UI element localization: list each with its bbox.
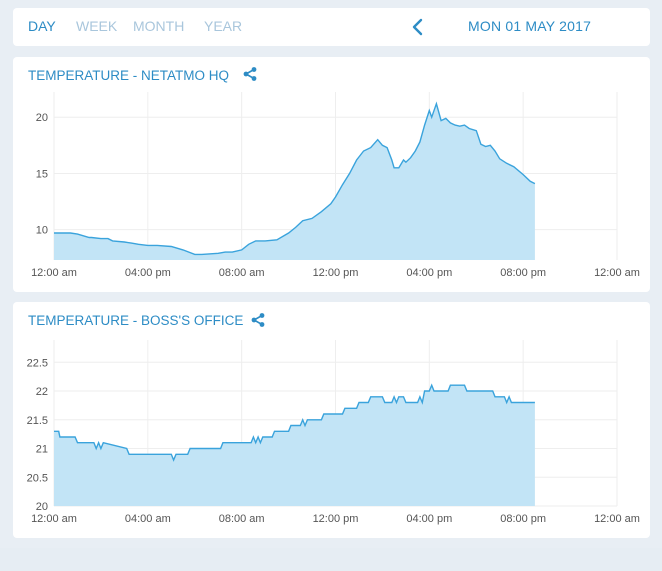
tab-day[interactable]: DAY	[28, 18, 56, 34]
y-tick-label: 22	[36, 386, 48, 398]
temperature-chart: 20 20.5 21 21.5 22 22.5 12:00 am 04:00 am 08:00 …	[27, 340, 640, 525]
temperature-chart: 10 15 20 12:00 am 04:00 pm 08:00 am 12:00 pm 04…	[31, 92, 640, 279]
chart-title: TEMPERATURE - BOSS'S OFFICE	[28, 313, 244, 328]
tab-week[interactable]: WEEK	[76, 18, 118, 34]
tab-year[interactable]: YEAR	[204, 18, 243, 34]
y-tick-label: 20	[36, 501, 48, 513]
temperature-line	[54, 101, 536, 256]
x-tick-label: 12:00 am	[594, 513, 640, 525]
share-icon	[251, 313, 265, 327]
y-tick-label: 21	[36, 444, 48, 456]
temperature-area	[54, 385, 535, 506]
share-icon	[243, 67, 257, 81]
chart-card-netatmo-hq: TEMPERATURE - NETATMO HQ 10 15 20 12:00 am 0…	[13, 57, 650, 292]
x-tick-label: 04:00 pm	[406, 267, 452, 279]
temperature-area	[54, 103, 535, 260]
share-button[interactable]	[251, 313, 265, 327]
chart-card-boss-office: TEMPERATURE - BOSS'S OFFICE 20 20.5 21 21.5…	[13, 302, 650, 538]
x-tick-label: 08:00 am	[219, 513, 265, 525]
x-tick-label: 12:00 am	[594, 267, 640, 279]
y-tick-label: 20	[36, 112, 48, 124]
footer-bar	[0, 548, 662, 571]
x-tick-label: 12:00 am	[31, 513, 77, 525]
x-tick-label: 04:00 am	[125, 513, 171, 525]
y-tick-label: 15	[36, 168, 48, 180]
current-date: MON 01 MAY 2017	[468, 18, 592, 34]
x-tick-label: 08:00 pm	[500, 267, 546, 279]
x-tick-label: 12:00 am	[31, 267, 77, 279]
x-tick-label: 08:00 pm	[500, 513, 546, 525]
x-tick-label: 12:00 pm	[313, 267, 359, 279]
y-tick-label: 21.5	[27, 415, 48, 427]
y-tick-label: 22.5	[27, 357, 48, 369]
y-tick-label: 10	[36, 225, 48, 237]
y-tick-label: 20.5	[27, 472, 48, 484]
x-tick-label: 12:00 pm	[313, 513, 359, 525]
temperature-line	[54, 383, 535, 462]
period-selector-bar: DAY WEEK MONTH YEAR MON 01 MAY 2017	[13, 8, 650, 46]
tab-month[interactable]: MONTH	[133, 18, 185, 34]
x-tick-label: 08:00 am	[219, 267, 265, 279]
x-tick-label: 04:00 pm	[406, 513, 452, 525]
chart-title: TEMPERATURE - NETATMO HQ	[28, 68, 229, 83]
previous-day-button[interactable]	[409, 16, 429, 38]
chevron-left-icon	[412, 18, 423, 36]
x-tick-label: 04:00 pm	[125, 267, 171, 279]
share-button[interactable]	[243, 67, 257, 81]
